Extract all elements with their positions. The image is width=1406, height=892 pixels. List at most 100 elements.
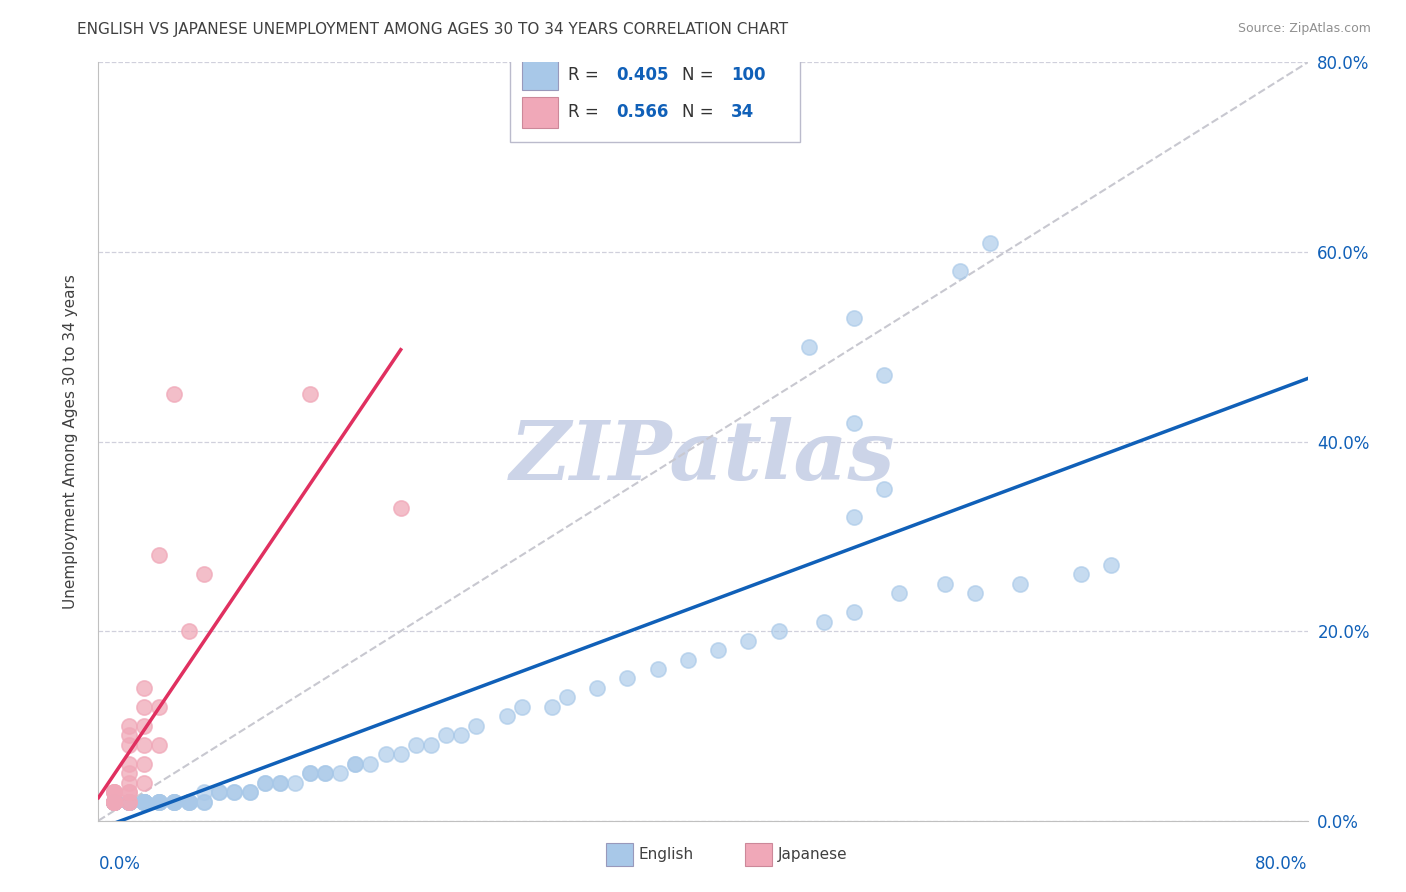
Point [103,795,125,809]
Point [103,795,125,809]
Point [103,795,125,809]
Text: English: English [638,847,695,863]
Point [239,785,262,799]
Point [495,709,517,723]
FancyBboxPatch shape [745,844,772,866]
Point [360,756,382,771]
Point [118,795,141,809]
Point [253,776,276,790]
Text: Source: ZipAtlas.com: Source: ZipAtlas.com [1237,22,1371,36]
Point [103,795,125,809]
Point [103,795,125,809]
Point [103,785,125,799]
Point [103,795,125,809]
Text: Japanese: Japanese [778,847,848,863]
Point [314,766,336,780]
Point [389,747,412,762]
Point [797,340,820,354]
Point [269,776,291,790]
Point [965,586,987,600]
Point [118,795,141,809]
Point [179,624,201,639]
FancyBboxPatch shape [522,96,558,128]
Point [163,795,186,809]
Point [148,738,170,752]
Point [193,785,215,799]
Point [873,482,896,496]
Point [118,795,141,809]
Point [889,586,911,600]
Point [555,690,578,705]
Point [103,795,125,809]
Text: R =: R = [568,66,603,84]
Text: 34: 34 [731,103,754,121]
Point [979,235,1001,250]
Point [224,785,246,799]
Point [118,756,141,771]
Point [707,643,730,657]
Point [284,776,307,790]
Point [163,795,186,809]
Point [193,567,215,582]
Point [132,795,155,809]
Point [1070,567,1092,582]
Point [299,766,322,780]
Point [103,795,125,809]
Point [118,728,141,742]
Point [148,795,170,809]
Point [132,795,155,809]
Point [148,795,170,809]
Point [103,785,125,799]
Text: N =: N = [682,66,720,84]
Point [193,795,215,809]
Point [163,795,186,809]
Point [179,795,201,809]
Point [132,795,155,809]
Point [103,795,125,809]
Point [132,795,155,809]
Point [253,776,276,790]
Text: ENGLISH VS JAPANESE UNEMPLOYMENT AMONG AGES 30 TO 34 YEARS CORRELATION CHART: ENGLISH VS JAPANESE UNEMPLOYMENT AMONG A… [77,22,789,37]
Point [103,795,125,809]
Text: ZIPatlas: ZIPatlas [510,417,896,497]
Point [132,681,155,695]
Point [132,795,155,809]
Point [148,548,170,563]
FancyBboxPatch shape [509,55,800,142]
Point [934,576,956,591]
Point [179,795,201,809]
Point [224,785,246,799]
Point [103,795,125,809]
Point [132,795,155,809]
Text: N =: N = [682,103,720,121]
Point [208,785,231,799]
Point [118,719,141,733]
Point [873,368,896,383]
Point [299,766,322,780]
Point [103,795,125,809]
Text: 100: 100 [731,66,765,84]
Point [148,795,170,809]
Text: 80.0%: 80.0% [1256,855,1308,872]
Point [179,795,201,809]
Point [103,795,125,809]
Point [737,633,759,648]
Point [103,795,125,809]
Point [103,795,125,809]
Point [510,699,533,714]
Point [647,662,669,676]
Y-axis label: Unemployment Among Ages 30 to 34 years: Unemployment Among Ages 30 to 34 years [63,274,77,609]
Point [163,795,186,809]
Point [118,776,141,790]
Point [299,387,322,401]
Point [949,264,972,278]
Point [103,795,125,809]
Point [676,652,699,666]
Point [844,605,866,619]
Point [103,795,125,809]
Point [103,795,125,809]
Point [148,699,170,714]
Point [103,795,125,809]
Text: 0.0%: 0.0% [98,855,141,872]
Point [118,738,141,752]
